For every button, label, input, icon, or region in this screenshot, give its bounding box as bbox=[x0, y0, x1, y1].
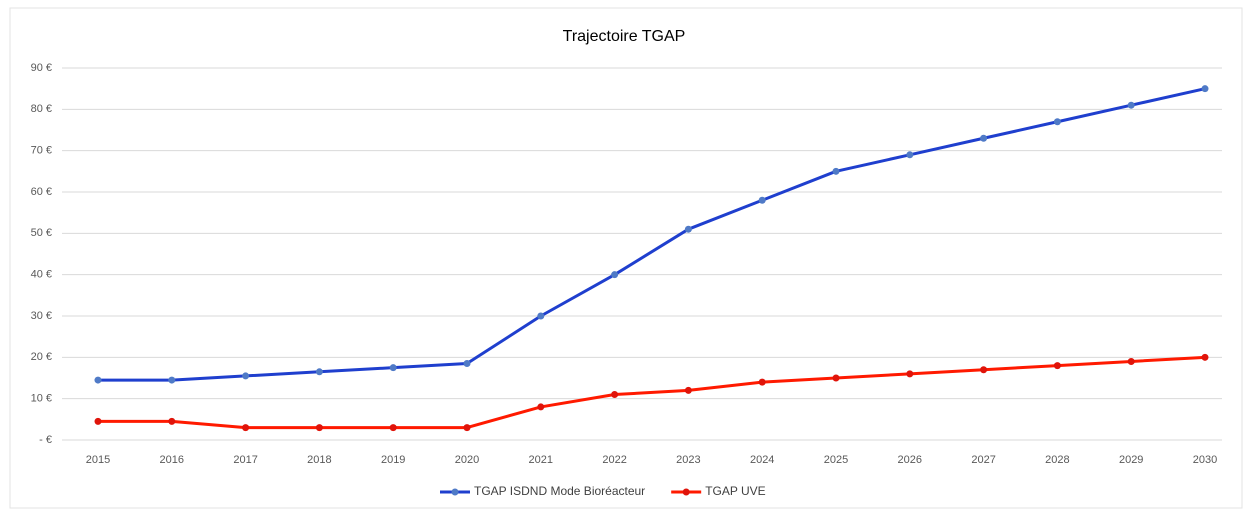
data-point bbox=[1127, 101, 1135, 109]
data-point bbox=[758, 378, 766, 386]
data-point bbox=[684, 225, 692, 233]
data-point bbox=[906, 370, 914, 378]
data-point bbox=[1201, 85, 1209, 93]
data-point bbox=[315, 368, 323, 376]
x-tick-label: 2029 bbox=[1119, 454, 1143, 466]
y-tick-label: 40 € bbox=[31, 269, 52, 281]
y-tick-label: 20 € bbox=[31, 351, 52, 363]
chart-border bbox=[9, 7, 1243, 509]
x-tick-label: 2028 bbox=[1045, 454, 1069, 466]
data-point bbox=[463, 360, 471, 368]
y-tick-label: 80 € bbox=[31, 103, 52, 115]
y-tick-label: 30 € bbox=[31, 310, 52, 322]
y-tick-label: 50 € bbox=[31, 227, 52, 239]
chart-title: Trajectoire TGAP bbox=[563, 28, 686, 45]
data-point bbox=[242, 424, 250, 432]
legend-marker bbox=[682, 488, 690, 496]
data-point bbox=[611, 391, 619, 399]
data-point bbox=[906, 151, 914, 159]
x-tick-label: 2023 bbox=[676, 454, 700, 466]
x-tick-label: 2026 bbox=[898, 454, 922, 466]
legend-label: TGAP ISDND Mode Bioréacteur bbox=[474, 484, 645, 498]
x-tick-label: 2022 bbox=[602, 454, 626, 466]
data-point bbox=[168, 376, 176, 384]
series-line bbox=[98, 355, 1206, 430]
data-point bbox=[758, 196, 766, 204]
data-point bbox=[832, 167, 840, 175]
x-tick-label: 2024 bbox=[750, 454, 774, 466]
x-tick-label: 2021 bbox=[529, 454, 553, 466]
data-point bbox=[1053, 362, 1061, 370]
x-tick-label: 2019 bbox=[381, 454, 405, 466]
data-point bbox=[463, 424, 471, 432]
y-tick-label: 60 € bbox=[31, 186, 52, 198]
data-point bbox=[1201, 353, 1209, 361]
data-point bbox=[242, 372, 250, 380]
x-tick-label: 2030 bbox=[1193, 454, 1217, 466]
x-tick-label: 2018 bbox=[307, 454, 331, 466]
data-point bbox=[537, 403, 545, 411]
data-point bbox=[389, 424, 397, 432]
data-point bbox=[315, 424, 323, 432]
x-tick-label: 2016 bbox=[160, 454, 184, 466]
y-tick-label: 70 € bbox=[31, 145, 52, 157]
x-tick-label: 2017 bbox=[233, 454, 257, 466]
x-tick-label: 2027 bbox=[971, 454, 995, 466]
data-point bbox=[1053, 118, 1061, 126]
x-tick-label: 2015 bbox=[86, 454, 110, 466]
data-point bbox=[980, 366, 988, 374]
data-point bbox=[832, 374, 840, 382]
data-point bbox=[1127, 357, 1135, 365]
x-tick-label: 2020 bbox=[455, 454, 479, 466]
x-tick-label: 2025 bbox=[824, 454, 848, 466]
y-tick-label: 90 € bbox=[31, 62, 52, 74]
data-point bbox=[537, 312, 545, 320]
y-tick-label: 10 € bbox=[31, 393, 52, 405]
data-point bbox=[94, 417, 102, 425]
series-line bbox=[98, 87, 1206, 382]
data-point bbox=[684, 386, 692, 394]
legend-label: TGAP UVE bbox=[705, 484, 765, 498]
data-point bbox=[94, 376, 102, 384]
data-point bbox=[389, 364, 397, 372]
y-tick-label: - € bbox=[39, 434, 52, 446]
data-point bbox=[980, 134, 988, 142]
data-point bbox=[168, 417, 176, 425]
legend-marker bbox=[451, 488, 459, 496]
data-point bbox=[611, 271, 619, 279]
